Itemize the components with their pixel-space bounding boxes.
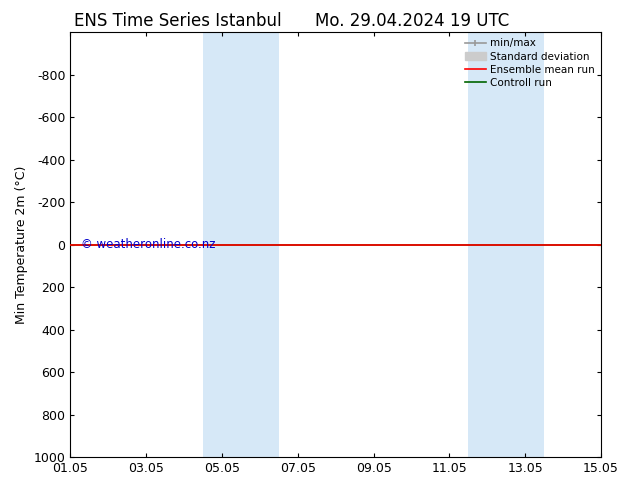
Legend: min/max, Standard deviation, Ensemble mean run, Controll run: min/max, Standard deviation, Ensemble me… xyxy=(461,34,599,92)
Text: © weatheronline.co.nz: © weatheronline.co.nz xyxy=(81,238,216,251)
Bar xyxy=(469,32,544,457)
Text: Mo. 29.04.2024 19 UTC: Mo. 29.04.2024 19 UTC xyxy=(315,12,509,30)
Bar xyxy=(203,32,279,457)
Y-axis label: Min Temperature 2m (°C): Min Temperature 2m (°C) xyxy=(15,166,28,324)
Text: ENS Time Series Istanbul: ENS Time Series Istanbul xyxy=(74,12,281,30)
